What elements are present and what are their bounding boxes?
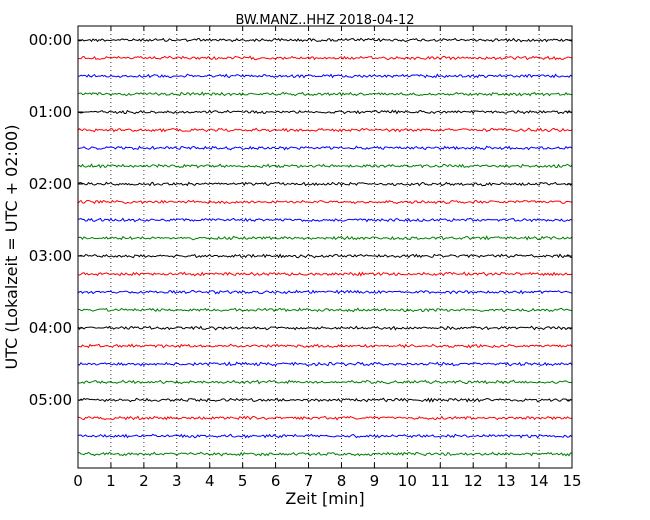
trace-row-0 bbox=[77, 37, 573, 43]
trace-row-3 bbox=[77, 91, 573, 97]
trace-row-14 bbox=[77, 289, 573, 295]
y-tick-label: 04:00 bbox=[29, 319, 72, 337]
x-tick-label: 6 bbox=[271, 472, 281, 490]
x-tick-label: 13 bbox=[497, 472, 516, 490]
plot-frame bbox=[77, 25, 573, 469]
x-tick-label: 14 bbox=[530, 472, 549, 490]
trace-row-13 bbox=[77, 271, 573, 277]
trace-row-4 bbox=[77, 109, 573, 115]
trace-row-22 bbox=[77, 433, 573, 439]
y-axis-ticks: 00:00 01:00 02:00 03:00 04:00 05:00 bbox=[29, 31, 572, 409]
y-tick-label: 02:00 bbox=[29, 175, 72, 193]
x-tick-label: 9 bbox=[370, 472, 380, 490]
y-axis-label: UTC (Lokalzeit = UTC + 02:00) bbox=[2, 125, 21, 370]
chart-title: BW.MANZ..HHZ 2018-04-12 bbox=[235, 13, 414, 28]
trace-row-9 bbox=[77, 199, 573, 205]
trace-row-19 bbox=[77, 379, 573, 385]
trace-row-20 bbox=[77, 397, 573, 403]
trace-row-7 bbox=[77, 163, 573, 169]
x-tick-label: 15 bbox=[562, 472, 581, 490]
trace-row-5 bbox=[77, 127, 573, 133]
trace-row-2 bbox=[77, 73, 573, 79]
trace-row-18 bbox=[77, 361, 573, 367]
x-tick-label: 2 bbox=[139, 472, 149, 490]
trace-row-8 bbox=[77, 181, 573, 187]
x-tick-label: 1 bbox=[106, 472, 116, 490]
x-tick-label: 8 bbox=[337, 472, 347, 490]
x-tick-label: 4 bbox=[205, 472, 215, 490]
x-axis-ticks: 0 1 2 3 4 5 6 7 8 9 10 11 12 13 14 15 bbox=[73, 26, 582, 490]
x-tick-label: 10 bbox=[398, 472, 417, 490]
y-tick-label: 00:00 bbox=[29, 31, 72, 49]
trace-row-23 bbox=[77, 451, 573, 457]
trace-row-17 bbox=[77, 343, 573, 349]
trace-row-10 bbox=[77, 217, 573, 223]
trace-row-15 bbox=[77, 307, 573, 313]
grid-lines bbox=[110, 26, 540, 468]
y-tick-label: 01:00 bbox=[29, 103, 72, 121]
x-tick-label: 11 bbox=[431, 472, 450, 490]
x-tick-label: 3 bbox=[172, 472, 182, 490]
trace-row-16 bbox=[77, 325, 573, 331]
y-tick-label: 03:00 bbox=[29, 247, 72, 265]
trace-row-1 bbox=[77, 55, 573, 61]
trace-row-11 bbox=[77, 235, 573, 241]
y-tick-label: 05:00 bbox=[29, 391, 72, 409]
x-axis-label: Zeit [min] bbox=[285, 489, 364, 508]
x-tick-label: 5 bbox=[238, 472, 248, 490]
x-tick-label: 7 bbox=[304, 472, 314, 490]
x-tick-label: 0 bbox=[73, 472, 83, 490]
x-tick-label: 12 bbox=[464, 472, 483, 490]
trace-row-21 bbox=[77, 415, 573, 421]
seismic-traces bbox=[77, 37, 573, 457]
trace-row-6 bbox=[77, 145, 573, 151]
trace-row-12 bbox=[77, 253, 573, 259]
